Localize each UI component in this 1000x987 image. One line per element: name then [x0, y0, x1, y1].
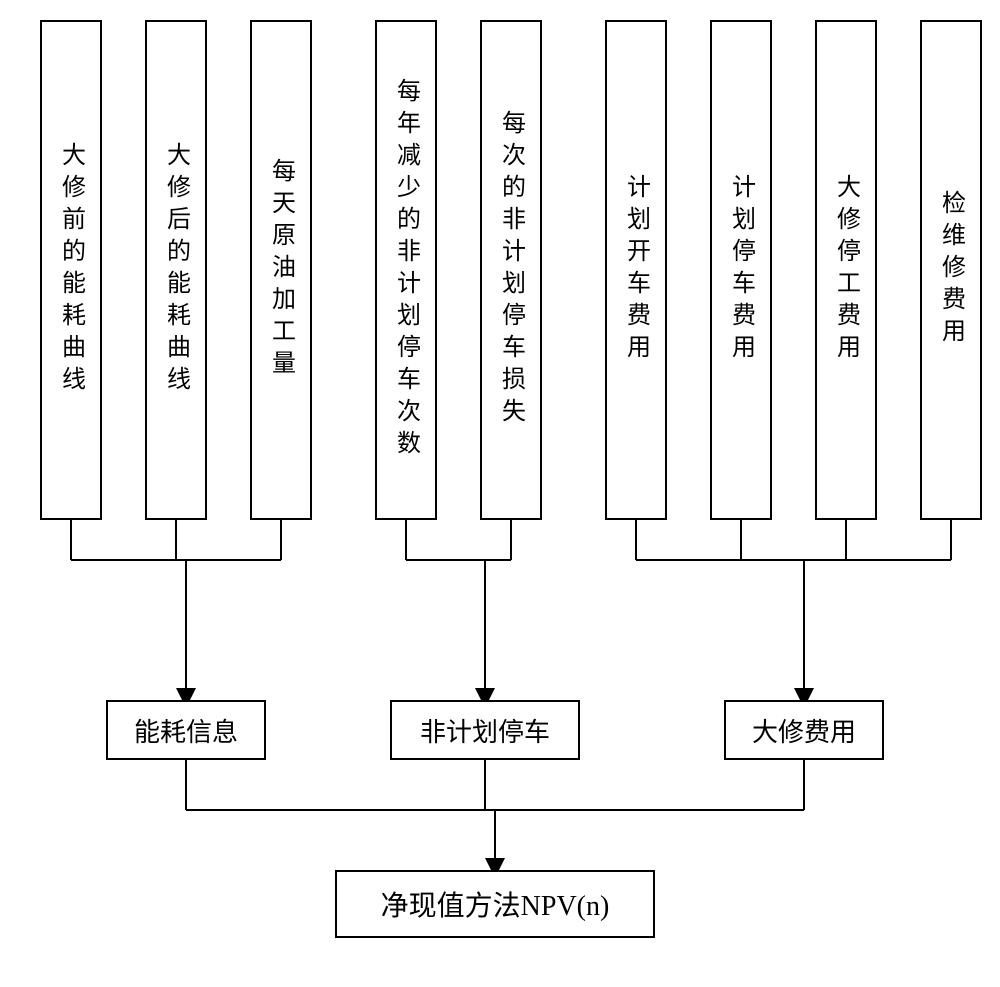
- result-box: 净现值方法NPV(n): [335, 870, 655, 938]
- input-box-5: 计划开车费用: [605, 20, 667, 520]
- input-box-1: 大修后的能耗曲线: [145, 20, 207, 520]
- category-box-1: 非计划停车: [390, 700, 580, 760]
- input-box-3: 每年减少的非计划停车次数: [375, 20, 437, 520]
- category-box-2: 大修费用: [724, 700, 884, 760]
- input-box-0: 大修前的能耗曲线: [40, 20, 102, 520]
- flowchart-diagram: 大修前的能耗曲线大修后的能耗曲线每天原油加工量 每年减少的非计划停车次数每次的非计…: [0, 0, 1000, 987]
- category-box-0: 能耗信息: [106, 700, 266, 760]
- input-box-2: 每天原油加工量: [250, 20, 312, 520]
- input-box-7: 大修停工费用: [815, 20, 877, 520]
- input-box-8: 检维修费用: [920, 20, 982, 520]
- input-box-6: 计划停车费用: [710, 20, 772, 520]
- input-box-4: 每次的非计划停车损失: [480, 20, 542, 520]
